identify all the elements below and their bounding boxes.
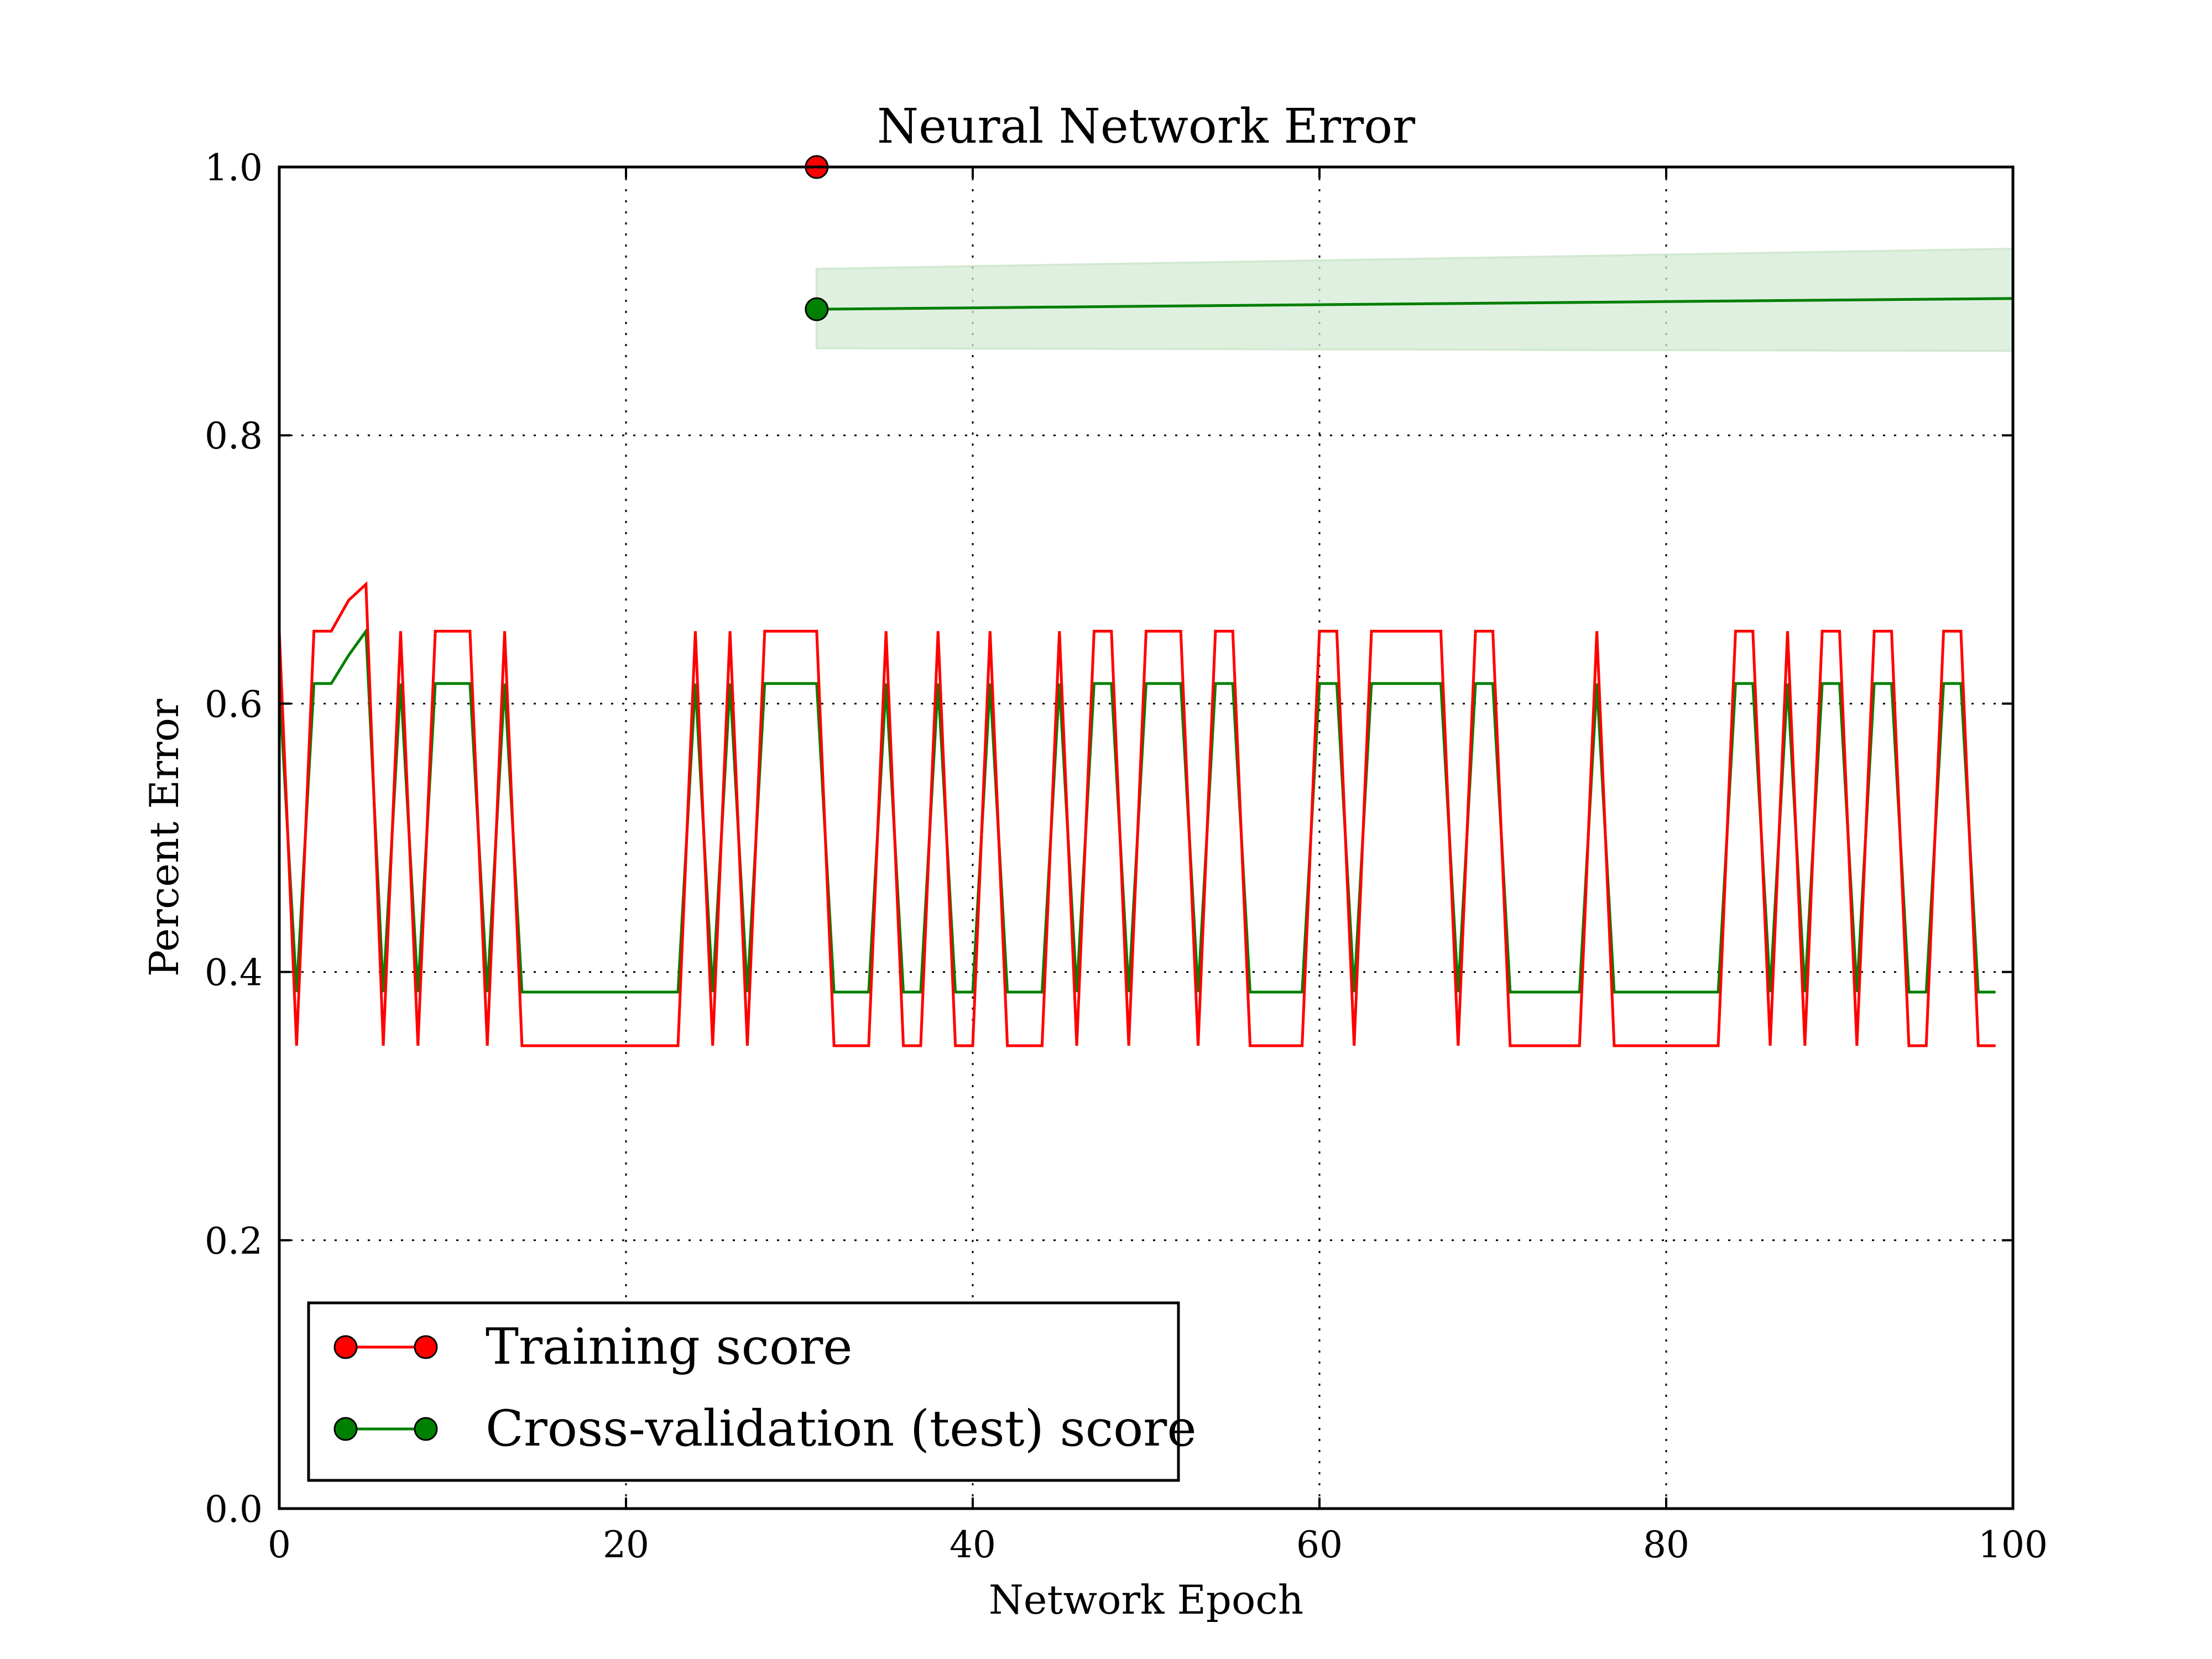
grid [279, 167, 2013, 1509]
x-tick-label: 20 [603, 1524, 649, 1566]
y-tick-label: 0.4 [205, 952, 263, 994]
legend-marker-1 [414, 1417, 438, 1441]
x-tick-label: 0 [268, 1524, 291, 1566]
series-lines [279, 155, 2013, 1047]
y-tick-label: 0.8 [205, 415, 263, 457]
y-tick-label: 0.0 [205, 1488, 263, 1531]
plot-frame [278, 165, 2015, 1510]
y-axis-label: Percent Error [141, 698, 187, 977]
x-tick-label: 60 [1296, 1524, 1343, 1566]
legend-label-0: Training score [486, 1318, 853, 1376]
chart-title: Neural Network Error [877, 99, 1416, 154]
legend-label-1: Cross-validation (test) score [486, 1400, 1197, 1458]
legend-marker-0 [333, 1335, 358, 1359]
training-score-line [279, 581, 1996, 1047]
x-tick-label: 80 [1643, 1524, 1689, 1566]
legend: Training score Cross-validation (test) sc… [307, 1301, 1197, 1482]
y-tick-label: 0.6 [205, 683, 263, 726]
legend-box [307, 1301, 1180, 1482]
x-axis-label: Network Epoch [989, 1577, 1303, 1623]
x-tick-label: 40 [950, 1524, 996, 1566]
cv-score-trend-line [816, 297, 2013, 311]
cv-score-marker [805, 297, 829, 321]
y-tick-label: 1.0 [205, 147, 263, 189]
y-tick-label: 0.2 [205, 1220, 263, 1262]
legend-marker-0 [414, 1335, 438, 1359]
axis-ticks: 0 20 40 60 80 100 0.0 0.2 0.4 0.6 0.8 1.0 [205, 147, 2048, 1566]
x-tick-label: 100 [1978, 1524, 2048, 1566]
legend-marker-1 [333, 1417, 358, 1441]
